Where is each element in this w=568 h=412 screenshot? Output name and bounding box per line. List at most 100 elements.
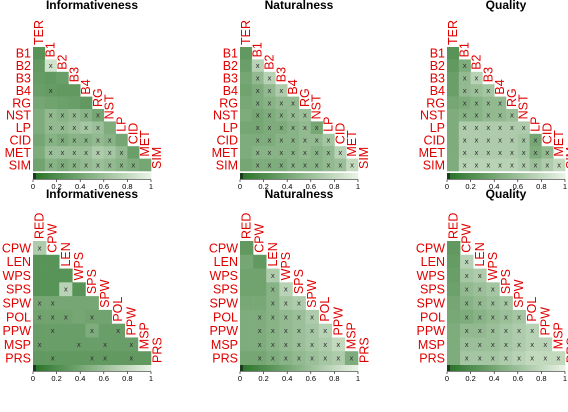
- colorbar-segment: [89, 365, 93, 371]
- colorbar-segment: [65, 173, 69, 179]
- heatmap-cell: [447, 241, 461, 256]
- heatmap-cell: [517, 158, 530, 172]
- colorbar-segment: [142, 365, 146, 371]
- heatmap-cell: [460, 337, 474, 352]
- colorbar-segment: [514, 173, 519, 179]
- heatmap-cell: [486, 351, 500, 366]
- heatmap-cell: [458, 96, 471, 110]
- cell-mark: x: [49, 149, 53, 157]
- heatmap-cell: [541, 158, 554, 172]
- colorbar-segment: [139, 173, 143, 179]
- row-label: WPS: [417, 269, 445, 283]
- cell-mark: x: [510, 124, 514, 132]
- heatmap-cell: [447, 109, 460, 122]
- colorbar-segment: [41, 365, 46, 371]
- column-label: B1: [251, 42, 265, 57]
- cell-mark: x: [64, 286, 68, 294]
- heatmap-cell: [253, 254, 267, 269]
- cell-mark: x: [504, 327, 508, 335]
- colorbar-segment: [47, 173, 51, 179]
- cell-mark: x: [326, 137, 330, 145]
- heatmap-cell: [240, 296, 254, 311]
- heatmap-cell: [59, 323, 73, 338]
- colorbar-segment: [121, 173, 125, 179]
- heatmap-cell: [72, 309, 86, 324]
- row-label: POL: [420, 310, 445, 324]
- heatmap-cell: [292, 337, 306, 352]
- heatmap-cell: [80, 146, 93, 159]
- heatmap-cell: [80, 133, 93, 147]
- cell-mark: x: [279, 149, 283, 157]
- heatmap-cell: [494, 133, 507, 147]
- colorbar-segment: [260, 173, 264, 179]
- heatmap-cell: [33, 59, 46, 73]
- colorbar-segment: [328, 365, 332, 371]
- colorbar-segment: [254, 173, 258, 179]
- colorbar-segment: [313, 173, 317, 179]
- cell-mark: x: [291, 137, 295, 145]
- cell-mark: x: [116, 327, 120, 335]
- row-label: B1: [430, 47, 445, 61]
- colorbar-segment: [275, 365, 279, 371]
- heatmap-cell: [287, 96, 300, 110]
- heatmap-cell: [139, 158, 152, 172]
- heatmap-cell: [251, 84, 264, 97]
- heatmap-cell: [499, 337, 513, 352]
- colorbar-segment: [106, 365, 110, 371]
- heatmap-cell: [85, 296, 99, 311]
- row-label: MET: [212, 146, 239, 160]
- colorbar-segment: [517, 365, 522, 371]
- colorbar-segment: [461, 365, 465, 371]
- heatmap-cell: [253, 309, 267, 324]
- heatmap-cell: [111, 351, 126, 366]
- cell-mark: x: [49, 161, 53, 169]
- colorbar-segment: [494, 365, 498, 371]
- heatmap-cell: [46, 254, 60, 269]
- colorbar-segment: [296, 173, 300, 179]
- column-label: WPS: [279, 252, 293, 280]
- column-label: B3: [67, 67, 81, 82]
- colorbar-segment: [511, 365, 516, 371]
- cell-mark: x: [491, 355, 495, 363]
- colorbar-tick-label: 1: [149, 374, 153, 383]
- heatmap-cell: [59, 351, 73, 366]
- heatmap-cell: [447, 351, 461, 366]
- colorbar-segment: [248, 173, 253, 179]
- row-label: SPW: [3, 297, 32, 311]
- colorbar-segment: [38, 173, 43, 179]
- colorbar-segment: [281, 365, 285, 371]
- row-label: SPW: [210, 297, 239, 311]
- column-label: LP: [529, 117, 543, 132]
- heatmap-cell: [486, 296, 500, 311]
- colorbar-segment: [62, 173, 66, 179]
- column-label: RED: [240, 213, 254, 239]
- column-label: B1: [44, 42, 58, 57]
- row-label: RG: [219, 96, 238, 110]
- heatmap-cell: [470, 133, 483, 147]
- colorbar-segment: [263, 173, 267, 179]
- column-label: PRS: [565, 337, 568, 363]
- colorbar-segment: [319, 173, 323, 179]
- row-label: NST: [420, 109, 445, 123]
- column-label: LP: [115, 117, 129, 132]
- colorbar-segment: [100, 173, 105, 179]
- colorbar-segment: [322, 173, 326, 179]
- colorbar-segment: [500, 173, 504, 179]
- cell-mark: x: [256, 112, 260, 120]
- heatmap-cell: [486, 309, 500, 324]
- cell-mark: x: [486, 161, 490, 169]
- colorbar-segment: [92, 173, 96, 179]
- cell-mark: x: [504, 341, 508, 349]
- heatmap-cell: [68, 158, 81, 172]
- colorbar-segment: [266, 365, 270, 371]
- row-label: WPS: [210, 269, 238, 283]
- cell-mark: x: [478, 327, 482, 335]
- colorbar-segment: [325, 173, 329, 179]
- column-label: SPS: [292, 269, 306, 294]
- colorbar-segment: [287, 173, 291, 179]
- cell-mark: x: [271, 341, 275, 349]
